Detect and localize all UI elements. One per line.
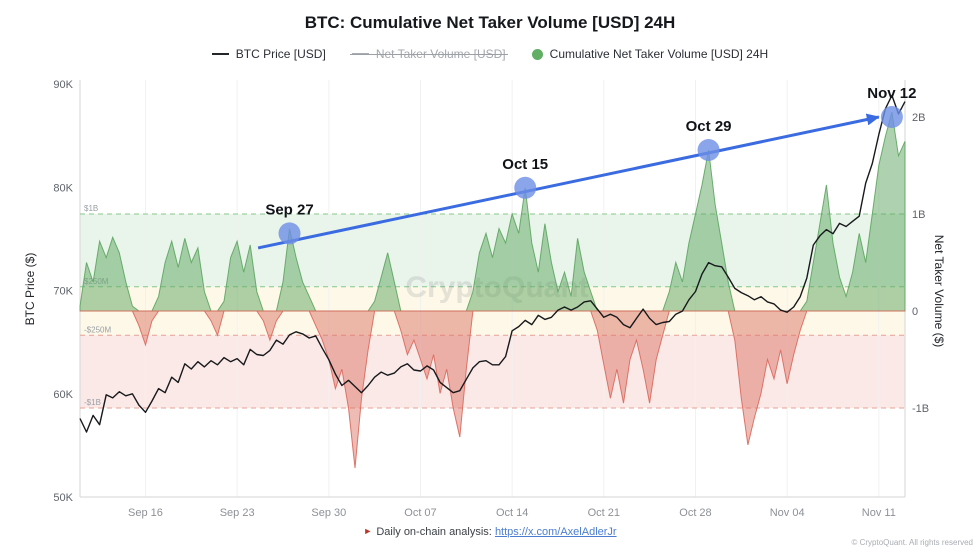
annotation-marker	[697, 138, 720, 161]
legend: BTC Price [USD] Net Taker Volume [USD] C…	[0, 47, 980, 61]
left-tick-label: 80K	[53, 182, 73, 194]
annotation-label: Oct 15	[502, 156, 548, 173]
legend-item-cumulative-net-taker-volume[interactable]: Cumulative Net Taker Volume [USD] 24H	[531, 47, 769, 61]
threshold-label: -$1B	[84, 398, 101, 407]
cumulative-volume-dot-icon	[531, 48, 543, 60]
x-tick-label: Oct 14	[496, 507, 528, 519]
footer-link[interactable]: https://x.com/AxelAdlerJr	[494, 526, 617, 538]
threshold-label: $1B	[84, 204, 98, 213]
x-tick-label: Sep 16	[128, 507, 163, 519]
right-tick-label: -1B	[912, 403, 929, 415]
x-tick-label: Nov 04	[770, 507, 805, 519]
background-band	[80, 335, 905, 408]
right-tick-label: 0	[912, 306, 918, 318]
x-tick-label: Nov 11	[862, 507, 896, 519]
copyright: © CryptoQuant. All rights reserved	[851, 538, 974, 547]
footer-text: Daily on-chain analysis:	[376, 526, 495, 538]
annotation-label: Sep 27	[265, 201, 313, 218]
x-tick-label: Oct 28	[679, 507, 711, 519]
trend-arrow	[257, 113, 880, 250]
x-tick-label: Oct 07	[404, 507, 436, 519]
legend-label-cumulative: Cumulative Net Taker Volume [USD] 24H	[549, 47, 769, 61]
volume-negative-area	[80, 310, 905, 469]
legend-label-btc-price: BTC Price [USD]	[235, 47, 326, 61]
annotation-label: Oct 29	[686, 118, 732, 135]
red-triangle-icon: ►	[363, 526, 373, 536]
annotation-marker	[514, 176, 537, 199]
x-tick-label: Oct 21	[588, 507, 620, 519]
footer-note: ► Daily on-chain analysis: https://x.com/…	[0, 526, 980, 538]
x-tick-label: Sep 30	[311, 507, 346, 519]
btc-price-line-icon	[211, 53, 229, 55]
btc-price-line	[79, 94, 906, 433]
left-tick-label: 90K	[53, 79, 73, 91]
annotation-label: Nov 12	[867, 85, 916, 102]
right-tick-label: 1B	[912, 209, 925, 221]
x-tick-label: Sep 23	[220, 507, 255, 519]
left-tick-label: 60K	[53, 389, 73, 401]
annotation-marker	[880, 106, 903, 128]
legend-item-net-taker-volume[interactable]: Net Taker Volume [USD]	[349, 47, 508, 61]
chart-title: BTC: Cumulative Net Taker Volume [USD] 2…	[304, 13, 676, 32]
annotation-marker	[278, 222, 301, 245]
threshold-label: -$250M	[84, 325, 111, 334]
left-tick-label: 50K	[53, 492, 73, 504]
legend-item-btc-price[interactable]: BTC Price [USD]	[211, 47, 326, 61]
right-tick-label: 2B	[912, 112, 925, 124]
left-tick-label: 70K	[53, 286, 73, 298]
